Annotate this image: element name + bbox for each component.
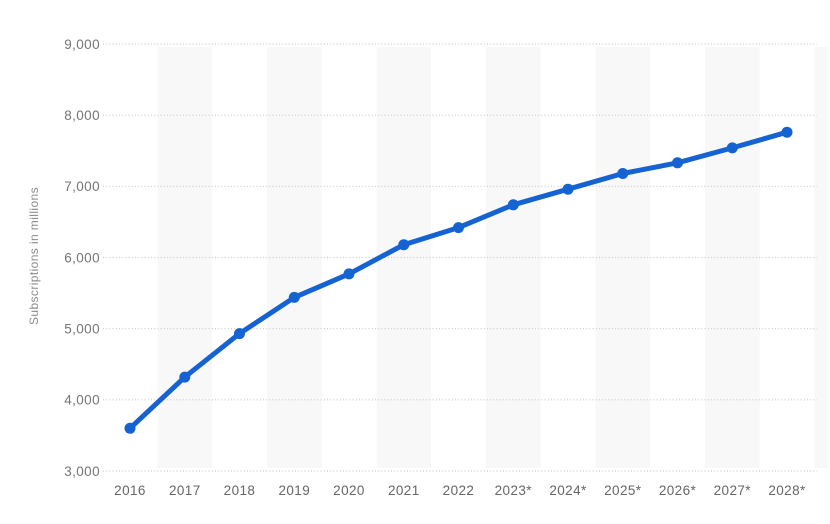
series-line bbox=[127, 129, 790, 431]
plot-band-partial bbox=[814, 47, 828, 468]
gridlines bbox=[103, 43, 817, 472]
data-point-2028[interactable] bbox=[781, 126, 793, 138]
x-tick-label: 2022 bbox=[443, 483, 475, 498]
x-tick-label: 2019 bbox=[278, 483, 310, 498]
x-tick-label: 2021 bbox=[388, 483, 420, 498]
y-axis-tick-labels: 9,000 8,000 7,000 6,000 5,000 4,000 3,000 bbox=[64, 37, 100, 479]
data-point-2022[interactable] bbox=[453, 222, 464, 234]
x-tick-label: 2018 bbox=[224, 483, 256, 498]
x-tick-label: 2017 bbox=[169, 483, 201, 498]
y-tick-label: 5,000 bbox=[64, 322, 100, 337]
plot-bands bbox=[157, 47, 828, 468]
plot-band bbox=[595, 47, 651, 468]
x-tick-label: 2023* bbox=[495, 483, 533, 498]
x-tick-label: 2027* bbox=[714, 483, 752, 498]
data-point-2023[interactable] bbox=[507, 199, 519, 211]
y-tick-label: 8,000 bbox=[64, 108, 100, 123]
data-point-2026[interactable] bbox=[672, 157, 683, 169]
x-tick-label: 2020 bbox=[333, 483, 365, 498]
x-tick-label: 2028* bbox=[768, 483, 806, 498]
y-tick-label: 7,000 bbox=[64, 179, 100, 194]
data-point-2017[interactable] bbox=[179, 371, 191, 383]
data-point-2019[interactable] bbox=[288, 291, 300, 303]
y-tick-label: 9,000 bbox=[64, 37, 100, 52]
x-tick-label: 2026* bbox=[659, 483, 697, 498]
plot-band bbox=[704, 47, 760, 468]
plot-band bbox=[266, 47, 322, 468]
data-point-2024[interactable] bbox=[562, 183, 574, 195]
data-series bbox=[124, 126, 793, 434]
data-point-2018[interactable] bbox=[234, 328, 245, 340]
x-tick-label: 2025* bbox=[604, 483, 642, 498]
data-point-2016[interactable] bbox=[124, 422, 136, 434]
x-tick-label: 2016 bbox=[114, 483, 146, 498]
data-point-2021[interactable] bbox=[398, 239, 410, 251]
x-tick-label: 2024* bbox=[549, 483, 587, 498]
data-point-2027[interactable] bbox=[726, 142, 738, 154]
x-axis-tick-labels: 2016 2017 2018 2019 2020 2021 2022 2023* 2024* 20… bbox=[114, 483, 806, 498]
y-axis-title: Subscriptions in millions bbox=[27, 187, 41, 325]
data-point-2025[interactable] bbox=[617, 168, 629, 179]
y-tick-label: 6,000 bbox=[64, 250, 100, 265]
y-tick-label: 4,000 bbox=[64, 393, 100, 408]
plot-band bbox=[157, 47, 213, 468]
y-tick-label: 3,000 bbox=[64, 464, 100, 479]
data-point-2020[interactable] bbox=[343, 268, 355, 280]
